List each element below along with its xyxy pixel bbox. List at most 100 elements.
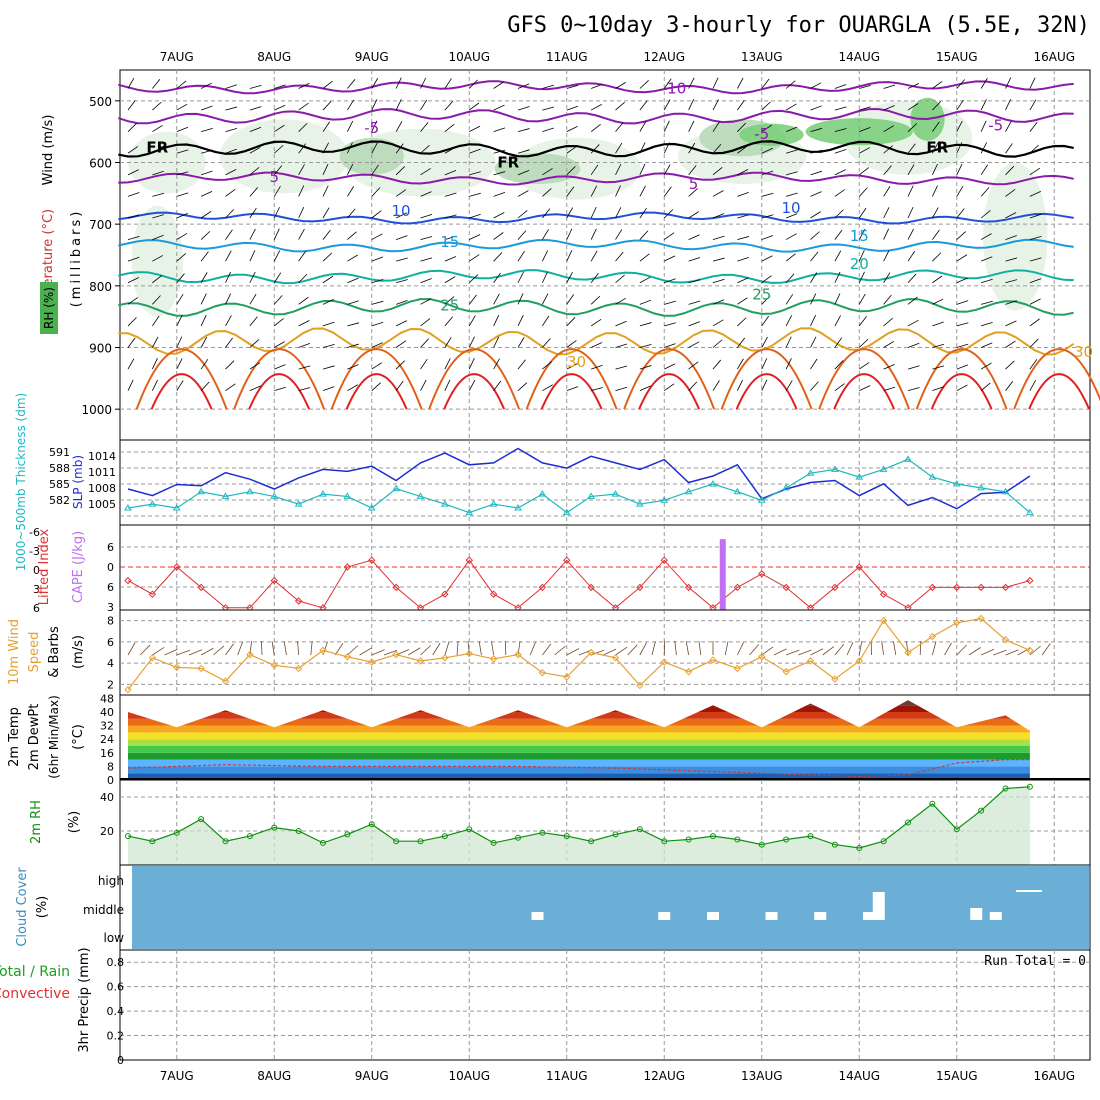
wind-barb	[517, 128, 530, 133]
wind-barb	[712, 190, 724, 197]
wind-barb	[590, 318, 602, 327]
rh-marker	[344, 831, 351, 838]
wind-barb	[395, 340, 407, 348]
wind10m-barb	[188, 649, 203, 656]
wind10m-barb	[993, 649, 1007, 656]
wind-barb	[517, 271, 524, 283]
wind-barb	[152, 192, 165, 197]
wind-barb	[444, 192, 457, 197]
wind10m-barb	[164, 648, 178, 656]
precip-tick-label: 0.2	[107, 1030, 125, 1043]
wind-barb	[1005, 300, 1018, 305]
cloud-panel: high middle low Cloud Cover (%)	[15, 864, 1091, 951]
wind-speed-marker	[758, 653, 766, 661]
wind-barb	[127, 77, 135, 89]
wind-barb	[834, 209, 844, 219]
wind-barb	[517, 149, 530, 154]
wind-barb	[420, 99, 428, 111]
ylabel-speed: Speed	[27, 632, 42, 673]
wind-barb	[1029, 121, 1038, 132]
wind-barb	[664, 300, 676, 305]
wind-barb	[322, 386, 335, 392]
wind-barb	[322, 252, 333, 262]
wind-barb	[371, 210, 382, 219]
wind-barb	[444, 316, 453, 327]
rh-marker	[758, 841, 765, 848]
wind-barb	[810, 293, 817, 305]
wind10m-barb	[467, 641, 470, 656]
wind-barb	[932, 207, 939, 219]
wind-barb	[371, 99, 378, 111]
rh-marker	[612, 831, 619, 838]
rh-marker	[588, 838, 595, 845]
thickness-marker	[928, 473, 937, 480]
wind-barb	[542, 338, 551, 348]
day-label-bottom: 8AUG	[257, 1069, 291, 1083]
wind-barb	[542, 384, 554, 392]
temp-band	[128, 766, 1030, 774]
wind10m-barb	[798, 649, 812, 656]
wind-barb	[932, 252, 942, 262]
wind-barb	[907, 206, 914, 219]
wind-barb	[152, 255, 164, 262]
wind-barb	[127, 169, 139, 176]
wind-barb	[152, 234, 164, 240]
wind-barb	[298, 185, 305, 197]
thickness-marker	[343, 492, 352, 499]
wind10m-barb	[1005, 649, 1019, 656]
wind-barb	[322, 365, 335, 370]
wind-barb	[639, 80, 649, 89]
wind-barb	[737, 257, 749, 262]
wind10m-barb	[139, 644, 151, 656]
wind-barb	[493, 380, 502, 391]
wind-speed-marker	[831, 675, 839, 683]
wind-barb	[615, 229, 623, 240]
wind-barb	[859, 84, 871, 89]
day-label-bottom: 9AUG	[355, 1069, 389, 1083]
wind-barb	[761, 255, 773, 262]
slp-line	[127, 447, 1031, 510]
wind-barb	[225, 337, 233, 348]
wind-barb	[1029, 144, 1039, 154]
wind10m-barb	[478, 641, 482, 656]
warm-contour-arc	[248, 373, 311, 410]
wind-tick-label: 8	[107, 615, 114, 628]
wind-barb	[590, 185, 598, 197]
wind-barb	[322, 100, 332, 111]
thickness-marker	[830, 465, 839, 472]
wind10m-barb	[260, 641, 263, 656]
wind-barb	[615, 163, 622, 176]
wind-barb	[907, 164, 915, 176]
wind-barb	[200, 211, 212, 219]
thickness-marker	[977, 483, 986, 491]
ylabel-total-rain: Total / Rain	[0, 964, 70, 980]
wind-barb	[469, 125, 481, 133]
wind10m-barb	[359, 647, 372, 656]
wind-barb	[615, 251, 624, 262]
wind-barb	[615, 122, 624, 132]
wind-barb	[176, 149, 189, 154]
temperature-contour	[118, 211, 1074, 225]
day-label-bottom: 12AUG	[643, 1069, 685, 1083]
wind-barb	[322, 207, 330, 219]
wind-speed-marker	[197, 664, 205, 673]
li-tick-label: 6	[33, 602, 40, 615]
wind-barb	[615, 297, 627, 305]
wind-barb	[273, 295, 283, 305]
thickness-line	[127, 458, 1031, 514]
wind-barb	[273, 272, 282, 283]
wind-barb	[688, 99, 695, 111]
wind-barb	[883, 207, 890, 219]
wind-barb	[980, 233, 992, 240]
wind-barb	[858, 316, 867, 327]
wind-barb	[542, 208, 551, 219]
rh-blob	[131, 205, 183, 317]
wind10m-barb	[432, 642, 441, 656]
rh-marker	[661, 838, 668, 845]
wind10m-barb	[785, 649, 800, 656]
wind-barb	[956, 99, 964, 111]
wind-barb	[493, 171, 506, 176]
wind-barb	[517, 382, 528, 391]
wind-barb	[566, 146, 577, 154]
wind-barb	[298, 122, 308, 132]
